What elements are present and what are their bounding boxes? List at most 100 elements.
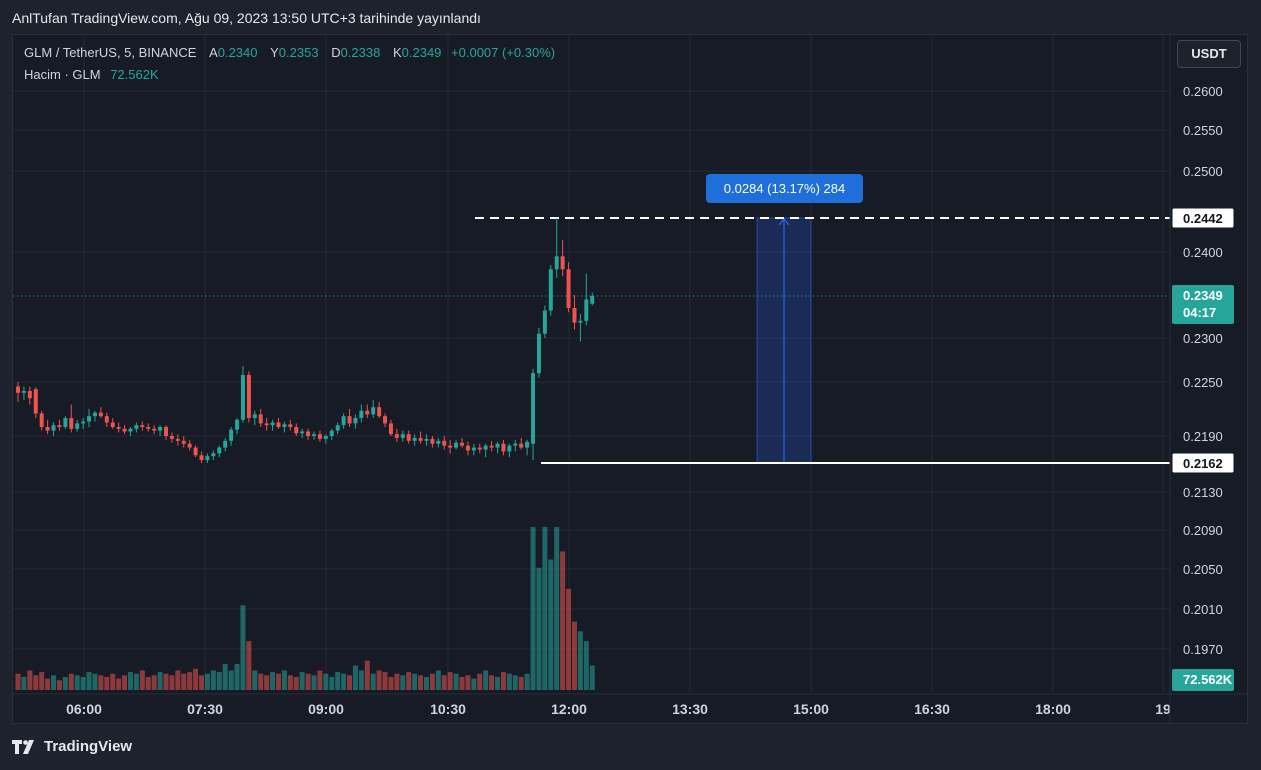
candle bbox=[45, 427, 50, 431]
candle bbox=[584, 299, 589, 321]
candle bbox=[164, 427, 168, 436]
candle bbox=[406, 434, 411, 441]
candle bbox=[400, 434, 405, 438]
volume-bar bbox=[571, 621, 577, 690]
candle bbox=[181, 440, 186, 444]
candle bbox=[383, 416, 388, 424]
legend-symbol[interactable]: GLM / TetherUS, 5, BINANCE bbox=[24, 45, 197, 60]
volume-bar bbox=[376, 670, 382, 690]
candle bbox=[448, 445, 453, 448]
time-axis-label: 19 bbox=[1155, 701, 1171, 717]
candle bbox=[152, 428, 157, 431]
candle bbox=[335, 425, 340, 431]
candle bbox=[187, 443, 192, 448]
volume-bar bbox=[240, 605, 246, 690]
candle bbox=[513, 443, 518, 446]
grid-lines bbox=[13, 35, 1170, 692]
volume-bar bbox=[329, 676, 335, 690]
legend-change: +0.0007 (+0.30%) bbox=[451, 45, 556, 60]
candle bbox=[312, 434, 316, 436]
legend-low-value: 0.2338 bbox=[340, 45, 381, 60]
tradingview-brand[interactable]: TradingView bbox=[12, 738, 132, 755]
volume-bar bbox=[358, 670, 364, 690]
candle bbox=[264, 423, 269, 426]
volume-bar bbox=[305, 673, 311, 690]
volume-bar bbox=[293, 676, 299, 690]
volume-bar bbox=[234, 663, 240, 690]
volume-bar bbox=[518, 676, 524, 690]
publish-info: AnlTufan TradingView.com, Ağu 09, 2023 1… bbox=[12, 10, 481, 26]
volume-bar bbox=[33, 675, 39, 690]
volume-bar bbox=[477, 673, 483, 690]
candle bbox=[33, 389, 38, 414]
candle bbox=[306, 431, 311, 436]
volume-bar bbox=[299, 672, 305, 690]
candle bbox=[246, 374, 251, 418]
candle bbox=[51, 425, 56, 431]
candle bbox=[223, 440, 228, 448]
candle bbox=[465, 445, 470, 451]
volume-bar bbox=[27, 670, 33, 690]
volume-bar bbox=[542, 527, 548, 690]
volume-bar bbox=[388, 676, 394, 690]
volume-bar bbox=[92, 673, 98, 690]
price-axis-label: 0.2250 bbox=[1183, 375, 1223, 390]
price-axis-label: 0.2190 bbox=[1183, 429, 1223, 444]
volume-bar bbox=[536, 567, 542, 690]
tradingview-logo-icon bbox=[12, 739, 38, 754]
candle bbox=[418, 437, 423, 441]
candle bbox=[430, 438, 435, 444]
candle bbox=[294, 427, 299, 434]
measure-label: 0.0284 (13.17%) 284 bbox=[724, 181, 845, 196]
volume-bar bbox=[169, 675, 175, 690]
candle bbox=[104, 416, 109, 423]
candle bbox=[323, 436, 328, 439]
volume-bar bbox=[412, 673, 418, 690]
volume-bar bbox=[62, 676, 68, 690]
volume-bar bbox=[199, 675, 205, 690]
volume-bar bbox=[80, 676, 86, 690]
candle bbox=[39, 413, 44, 427]
volume-bar bbox=[530, 527, 536, 690]
candle bbox=[128, 428, 133, 432]
candle bbox=[377, 407, 382, 417]
candle bbox=[454, 442, 459, 448]
candle bbox=[329, 430, 334, 436]
volume-bar bbox=[187, 672, 193, 690]
candle bbox=[371, 407, 376, 415]
support-price-label: 0.2162 bbox=[1183, 456, 1223, 471]
candle bbox=[460, 442, 464, 446]
candle bbox=[300, 431, 305, 434]
volume-legend-name[interactable]: Hacim · GLM bbox=[24, 67, 101, 82]
candle bbox=[542, 310, 547, 334]
time-axis-label: 12:00 bbox=[551, 701, 587, 717]
candle bbox=[57, 425, 62, 427]
volume-bar bbox=[15, 673, 21, 690]
volume-bar bbox=[364, 660, 370, 690]
candle bbox=[347, 416, 352, 424]
volume-bar bbox=[447, 672, 453, 690]
volume-bar bbox=[323, 673, 329, 690]
legend-high-label: Y bbox=[270, 45, 279, 60]
candle bbox=[501, 443, 506, 452]
candle bbox=[436, 440, 441, 444]
candle bbox=[548, 269, 553, 311]
currency-button[interactable]: USDT bbox=[1177, 40, 1241, 68]
candle bbox=[554, 256, 559, 270]
volume-bar bbox=[258, 673, 264, 690]
volume-bar bbox=[222, 663, 228, 690]
volume-bar bbox=[435, 670, 441, 690]
candle bbox=[258, 414, 263, 424]
volume-bar bbox=[21, 676, 27, 690]
candle bbox=[412, 437, 417, 441]
volume-bar bbox=[489, 675, 495, 690]
candle bbox=[365, 410, 370, 415]
volume-bar bbox=[335, 672, 341, 690]
volume-bar bbox=[423, 676, 429, 690]
candle bbox=[394, 434, 399, 438]
candle bbox=[477, 447, 482, 450]
tradingview-wordmark: TradingView bbox=[44, 738, 133, 755]
time-axis-label: 07:30 bbox=[187, 701, 223, 717]
candle bbox=[442, 440, 447, 446]
